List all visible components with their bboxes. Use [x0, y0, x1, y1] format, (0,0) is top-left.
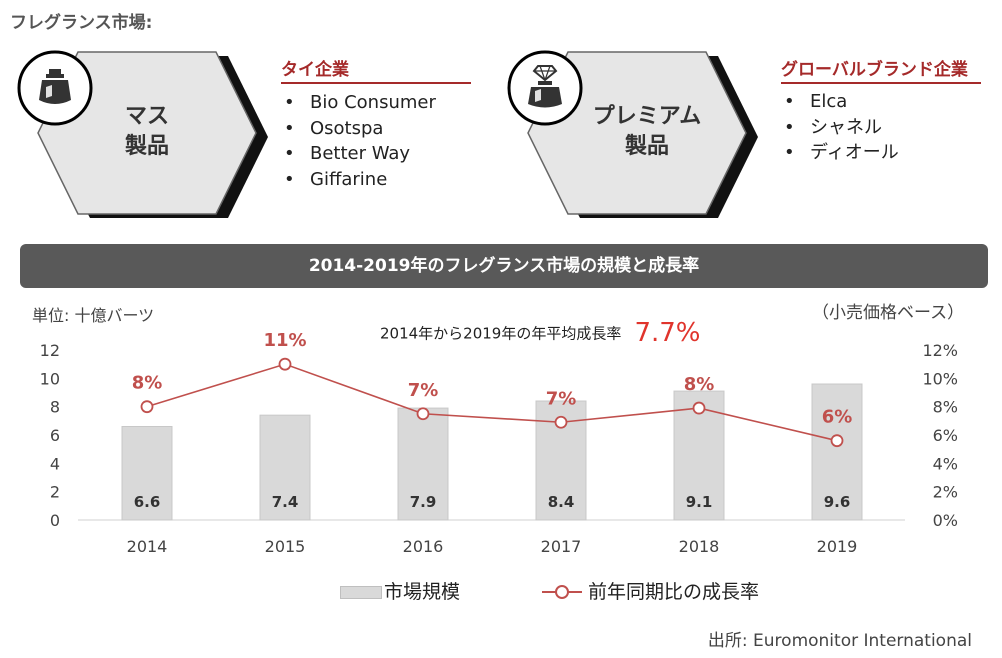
mass-chevron — [37, 51, 268, 218]
left-tick-label: 12 — [40, 341, 60, 360]
market-size-bar — [811, 383, 863, 521]
list-item: Better Way — [280, 141, 436, 167]
growth-labels: 8% 11% 7% 7% 8% 6% — [132, 330, 853, 428]
thai-companies-heading: タイ企業 — [281, 55, 471, 84]
bar-value-label: 7.9 — [410, 493, 437, 511]
x-tick-label: 2014 — [127, 537, 168, 556]
list-item: Osotspa — [280, 116, 436, 142]
growth-points — [140, 357, 844, 448]
growth-point — [416, 407, 430, 421]
right-tick-label: 8% — [933, 398, 958, 417]
bars — [121, 383, 863, 521]
global-companies-heading: グローバルブランド企業 — [781, 55, 981, 84]
bar-labels: 6.6 7.4 7.9 8.4 9.1 9.6 — [134, 493, 851, 511]
premium-chevron — [527, 51, 758, 218]
left-tick-label: 6 — [50, 426, 60, 445]
x-tick-label: 2018 — [679, 537, 720, 556]
x-tick-label: 2016 — [403, 537, 444, 556]
x-tick-label: 2015 — [265, 537, 306, 556]
legend-line-swatch — [542, 585, 582, 599]
cagr-text: 2014年から2019年の年平均成長率 — [380, 324, 622, 343]
cagr-line: 2014年から2019年の年平均成長率 7.7% — [380, 318, 701, 348]
legend-item-growth: 前年同期比の成長率 — [542, 578, 802, 606]
list-item: ディオール — [780, 140, 899, 166]
bar-value-label: 6.6 — [134, 493, 161, 511]
left-tick-label: 4 — [50, 454, 60, 473]
growth-point — [692, 401, 706, 415]
growth-point — [554, 415, 568, 429]
market-size-bar — [121, 426, 173, 521]
x-axis-labels: 2014 2015 2016 2017 2018 2019 — [127, 537, 858, 556]
list-item: シャネル — [780, 115, 899, 141]
premium-label-line2: 製品 — [624, 134, 669, 159]
right-tick-label: 4% — [933, 454, 958, 473]
diamond-perfume-bottle-icon — [528, 65, 562, 108]
list-item: Giffarine — [280, 167, 436, 193]
segment-graphics — [17, 50, 758, 218]
perfume-bottle-icon — [39, 69, 71, 104]
market-size-bar — [259, 414, 311, 521]
page-title: フレグランス市場: — [10, 13, 153, 33]
x-tick-label: 2019 — [817, 537, 858, 556]
right-tick-label: 2% — [933, 483, 958, 502]
left-axis-ticks: 0 2 4 6 8 10 12 — [40, 341, 60, 530]
legend-label-market-size: 市場規模 — [384, 581, 461, 603]
mass-label-line1: マス — [124, 104, 169, 129]
bar-value-label: 7.4 — [272, 493, 299, 511]
growth-line — [146, 363, 838, 442]
thai-companies-list: Bio Consumer Osotspa Better Way Giffarin… — [280, 90, 436, 192]
growth-value-label: 8% — [132, 373, 163, 394]
bar-value-label: 8.4 — [548, 493, 575, 511]
legend-bar-swatch — [340, 586, 382, 599]
premium-segment-label: プレミアム 製品 — [582, 102, 712, 162]
global-companies-list: Elca シャネル ディオール — [780, 89, 899, 166]
left-tick-label: 0 — [50, 511, 60, 530]
left-tick-label: 10 — [40, 369, 60, 388]
chart-banner: 2014-2019年のフレグランス市場の規模と成長率 — [20, 244, 988, 288]
growth-point — [140, 400, 154, 414]
x-tick-label: 2017 — [541, 537, 582, 556]
bar-value-label: 9.6 — [824, 493, 851, 511]
bar-value-label: 9.1 — [686, 493, 713, 511]
premium-label-line1: プレミアム — [592, 104, 702, 129]
legend-item-market-size: 市場規模 — [340, 578, 510, 606]
mass-segment-label: マス 製品 — [97, 102, 197, 162]
unit-left-label: 単位: 十億バーツ — [32, 306, 155, 325]
left-tick-label: 2 — [50, 483, 60, 502]
list-item: Elca — [780, 89, 899, 115]
right-tick-label: 12% — [922, 341, 958, 360]
list-item: Bio Consumer — [280, 90, 436, 116]
growth-value-label: 7% — [546, 388, 577, 409]
source-note: 出所: Euromonitor International — [707, 631, 972, 651]
growth-value-label: 8% — [684, 374, 715, 395]
right-axis-ticks: 0% 2% 4% 6% 8% 10% 12% — [922, 341, 958, 530]
legend-label-growth: 前年同期比の成長率 — [588, 581, 760, 603]
growth-value-label: 11% — [263, 330, 306, 351]
mass-label-line2: 製品 — [124, 134, 169, 159]
growth-value-label: 7% — [408, 380, 439, 401]
right-tick-label: 0% — [933, 511, 958, 530]
growth-value-label: 6% — [822, 407, 853, 428]
unit-right-label: （小売価格ベース） — [812, 303, 965, 323]
right-tick-label: 6% — [933, 426, 958, 445]
growth-point — [278, 357, 292, 371]
right-tick-label: 10% — [922, 369, 958, 388]
growth-point — [830, 434, 844, 448]
cagr-value: 7.7% — [634, 318, 701, 348]
left-tick-label: 8 — [50, 398, 60, 417]
